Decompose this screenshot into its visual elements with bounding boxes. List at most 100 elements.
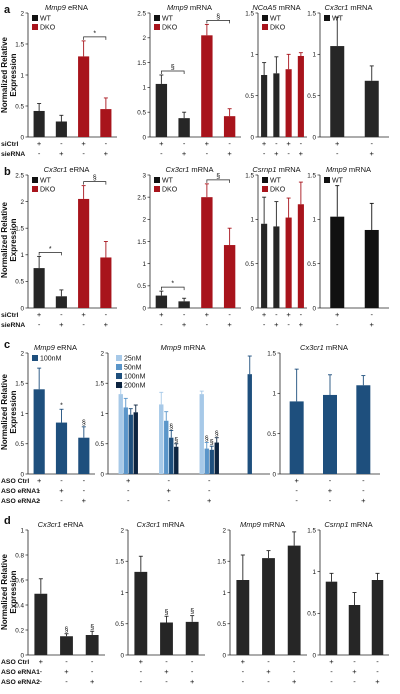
panel-letter: c xyxy=(4,339,10,351)
significance-mark: * xyxy=(171,281,174,288)
legend-swatch xyxy=(32,355,38,361)
significance-bracket xyxy=(206,179,230,183)
condition-sign: + xyxy=(39,657,44,666)
bar xyxy=(78,437,90,474)
chart-title-gene: Csrnp1 xyxy=(252,165,276,174)
legend-swatch xyxy=(154,186,160,192)
condition-sign: - xyxy=(91,667,94,676)
condition-sign: - xyxy=(60,139,63,148)
chart-title-suffix: mRNA xyxy=(188,3,212,12)
significance-mark: § xyxy=(216,14,220,21)
condition-sign: - xyxy=(60,496,63,505)
y-tick-label: 1 xyxy=(250,52,254,59)
chart-title-gene: Mmp9 xyxy=(45,3,67,12)
chart-title-suffix: mRNA xyxy=(347,165,371,174)
condition-sign: + xyxy=(361,496,366,505)
legend-label: WT xyxy=(162,16,174,23)
chart-title-suffix: eRNA xyxy=(61,520,83,529)
condition-sign: + xyxy=(335,310,340,319)
y-tick-label: 0 xyxy=(20,471,24,478)
significance-bracket xyxy=(161,70,185,74)
bar xyxy=(364,80,379,137)
condition-sign: + xyxy=(294,476,299,485)
chart-title-suffix: eRNA xyxy=(67,165,89,174)
legend-label: DKO xyxy=(270,25,286,32)
y-tick-label: 1 xyxy=(312,217,316,224)
legend-swatch xyxy=(324,177,330,183)
condition-sign: - xyxy=(228,310,231,319)
chart-title-gene: Cx3cr1 xyxy=(300,343,324,352)
y-tick-label: 0 xyxy=(20,305,24,312)
legend-swatch xyxy=(154,15,160,21)
bar xyxy=(287,545,301,655)
bar xyxy=(236,580,250,655)
chart-title-suffix: mRNA xyxy=(189,165,213,174)
y-axis-label-line: Expression xyxy=(9,390,18,433)
bar xyxy=(325,581,338,655)
chart-title: Mmp9 mRNA xyxy=(326,165,371,174)
bar xyxy=(33,389,45,474)
condition-sign: - xyxy=(91,657,94,666)
significance-mark: * xyxy=(93,30,96,37)
bar xyxy=(185,621,199,655)
y-tick-label: 1.5 xyxy=(307,10,316,17)
y-tick-label: 0.5 xyxy=(137,283,146,290)
legend-label: 50nM xyxy=(124,365,142,372)
chart-title-gene: Cx3cr1 xyxy=(325,3,349,12)
bar xyxy=(348,605,361,655)
condition-sign: + xyxy=(370,149,375,158)
condition-sign: - xyxy=(208,486,211,495)
bar xyxy=(159,404,164,474)
y-tick-label: 0 xyxy=(250,305,254,312)
bar xyxy=(134,571,148,655)
condition-sign: - xyxy=(60,476,63,485)
chart-title: Cx3cr1 mRNA xyxy=(166,165,214,174)
condition-sign: - xyxy=(40,667,43,676)
y-tick-label: 0.5 xyxy=(15,441,24,448)
y-axis-label-line: Normalized Relative xyxy=(0,36,9,113)
y-tick-label: 0.5 xyxy=(95,441,104,448)
y-axis-label-line: Expression xyxy=(9,218,18,261)
condition-label: ASO Ctrl xyxy=(1,478,29,485)
condition-label: ASO eRNA1 xyxy=(1,669,40,676)
bar xyxy=(178,301,190,308)
condition-sign: + xyxy=(167,486,172,495)
y-tick-label: 1 xyxy=(20,411,24,418)
significance-bracket xyxy=(83,181,107,185)
y-axis-label-c: Normalized RelativeExpression xyxy=(0,373,18,450)
condition-sign: - xyxy=(191,657,194,666)
y-tick-label: 1.5 xyxy=(137,239,146,246)
y-tick-label: 2.5 xyxy=(137,10,146,17)
significance-bracket xyxy=(83,36,107,40)
y-tick-label: 0.5 xyxy=(137,110,146,117)
condition-sign: + xyxy=(64,667,69,676)
bar xyxy=(223,116,236,137)
condition-sign: + xyxy=(299,320,304,329)
condition-sign: + xyxy=(207,496,212,505)
y-tick-label: 0.2 xyxy=(15,627,24,634)
y-axis-label-line: Expression xyxy=(9,570,18,613)
condition-sign: - xyxy=(267,657,270,666)
condition-sign: + xyxy=(37,476,42,485)
chart-title-gene: Cx3cr1 xyxy=(166,165,190,174)
chart-title-gene: Mmp9 xyxy=(167,3,189,12)
condition-sign: - xyxy=(160,320,163,329)
condition-sign: - xyxy=(330,667,333,676)
condition-sign: - xyxy=(242,677,245,686)
condition-label: ASO eRNA2 xyxy=(1,679,40,686)
bar xyxy=(297,55,304,138)
legend-label: WT xyxy=(332,16,344,23)
condition-sign: + xyxy=(182,149,187,158)
y-tick-label: 1.5 xyxy=(245,10,254,17)
bar xyxy=(34,593,48,655)
y-tick-label: 1.5 xyxy=(137,60,146,67)
condition-sign: + xyxy=(81,139,86,148)
y-tick-label: 0.5 xyxy=(267,431,276,438)
